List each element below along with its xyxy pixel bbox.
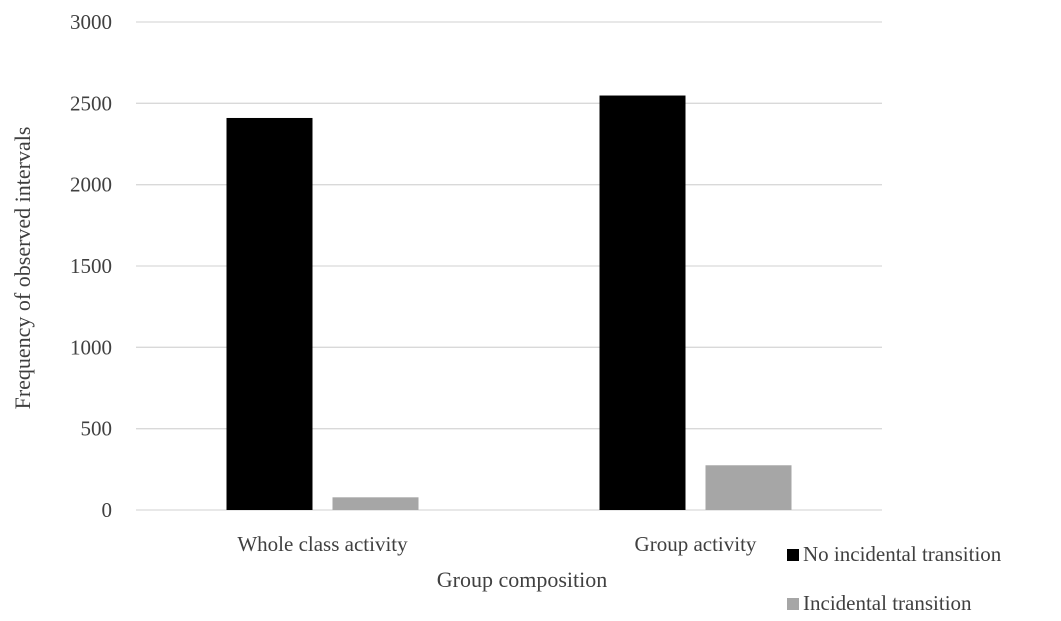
- legend-swatch: [787, 598, 799, 610]
- x-axis-title: Group composition: [437, 567, 608, 592]
- legend: No incidental transition Incidental tran…: [787, 542, 1002, 615]
- y-tick-label: 2500: [70, 91, 112, 115]
- legend-item-incidental-transition: Incidental transition: [787, 591, 972, 615]
- x-axis-categories: Whole class activity Group activity: [237, 532, 757, 556]
- bars: [226, 95, 792, 511]
- y-axis-ticks: 0 500 1000 1500 2000 2500 3000: [70, 10, 112, 522]
- y-tick-label: 1000: [70, 335, 112, 359]
- bar: [599, 95, 686, 510]
- bar: [332, 497, 419, 510]
- bar: [705, 465, 792, 510]
- legend-item-no-incidental-transition: No incidental transition: [787, 542, 1002, 566]
- x-tick-label: Whole class activity: [237, 532, 408, 556]
- y-axis-title: Frequency of observed intervals: [10, 127, 35, 410]
- y-tick-label: 1500: [70, 254, 112, 278]
- y-tick-label: 2000: [70, 173, 112, 197]
- legend-label: Incidental transition: [803, 591, 972, 615]
- legend-swatch: [787, 549, 799, 561]
- bar: [226, 117, 313, 511]
- y-tick-label: 3000: [70, 10, 112, 34]
- y-tick-label: 500: [81, 417, 113, 441]
- x-tick-label: Group activity: [635, 532, 757, 556]
- y-tick-label: 0: [102, 498, 113, 522]
- legend-label: No incidental transition: [803, 542, 1002, 566]
